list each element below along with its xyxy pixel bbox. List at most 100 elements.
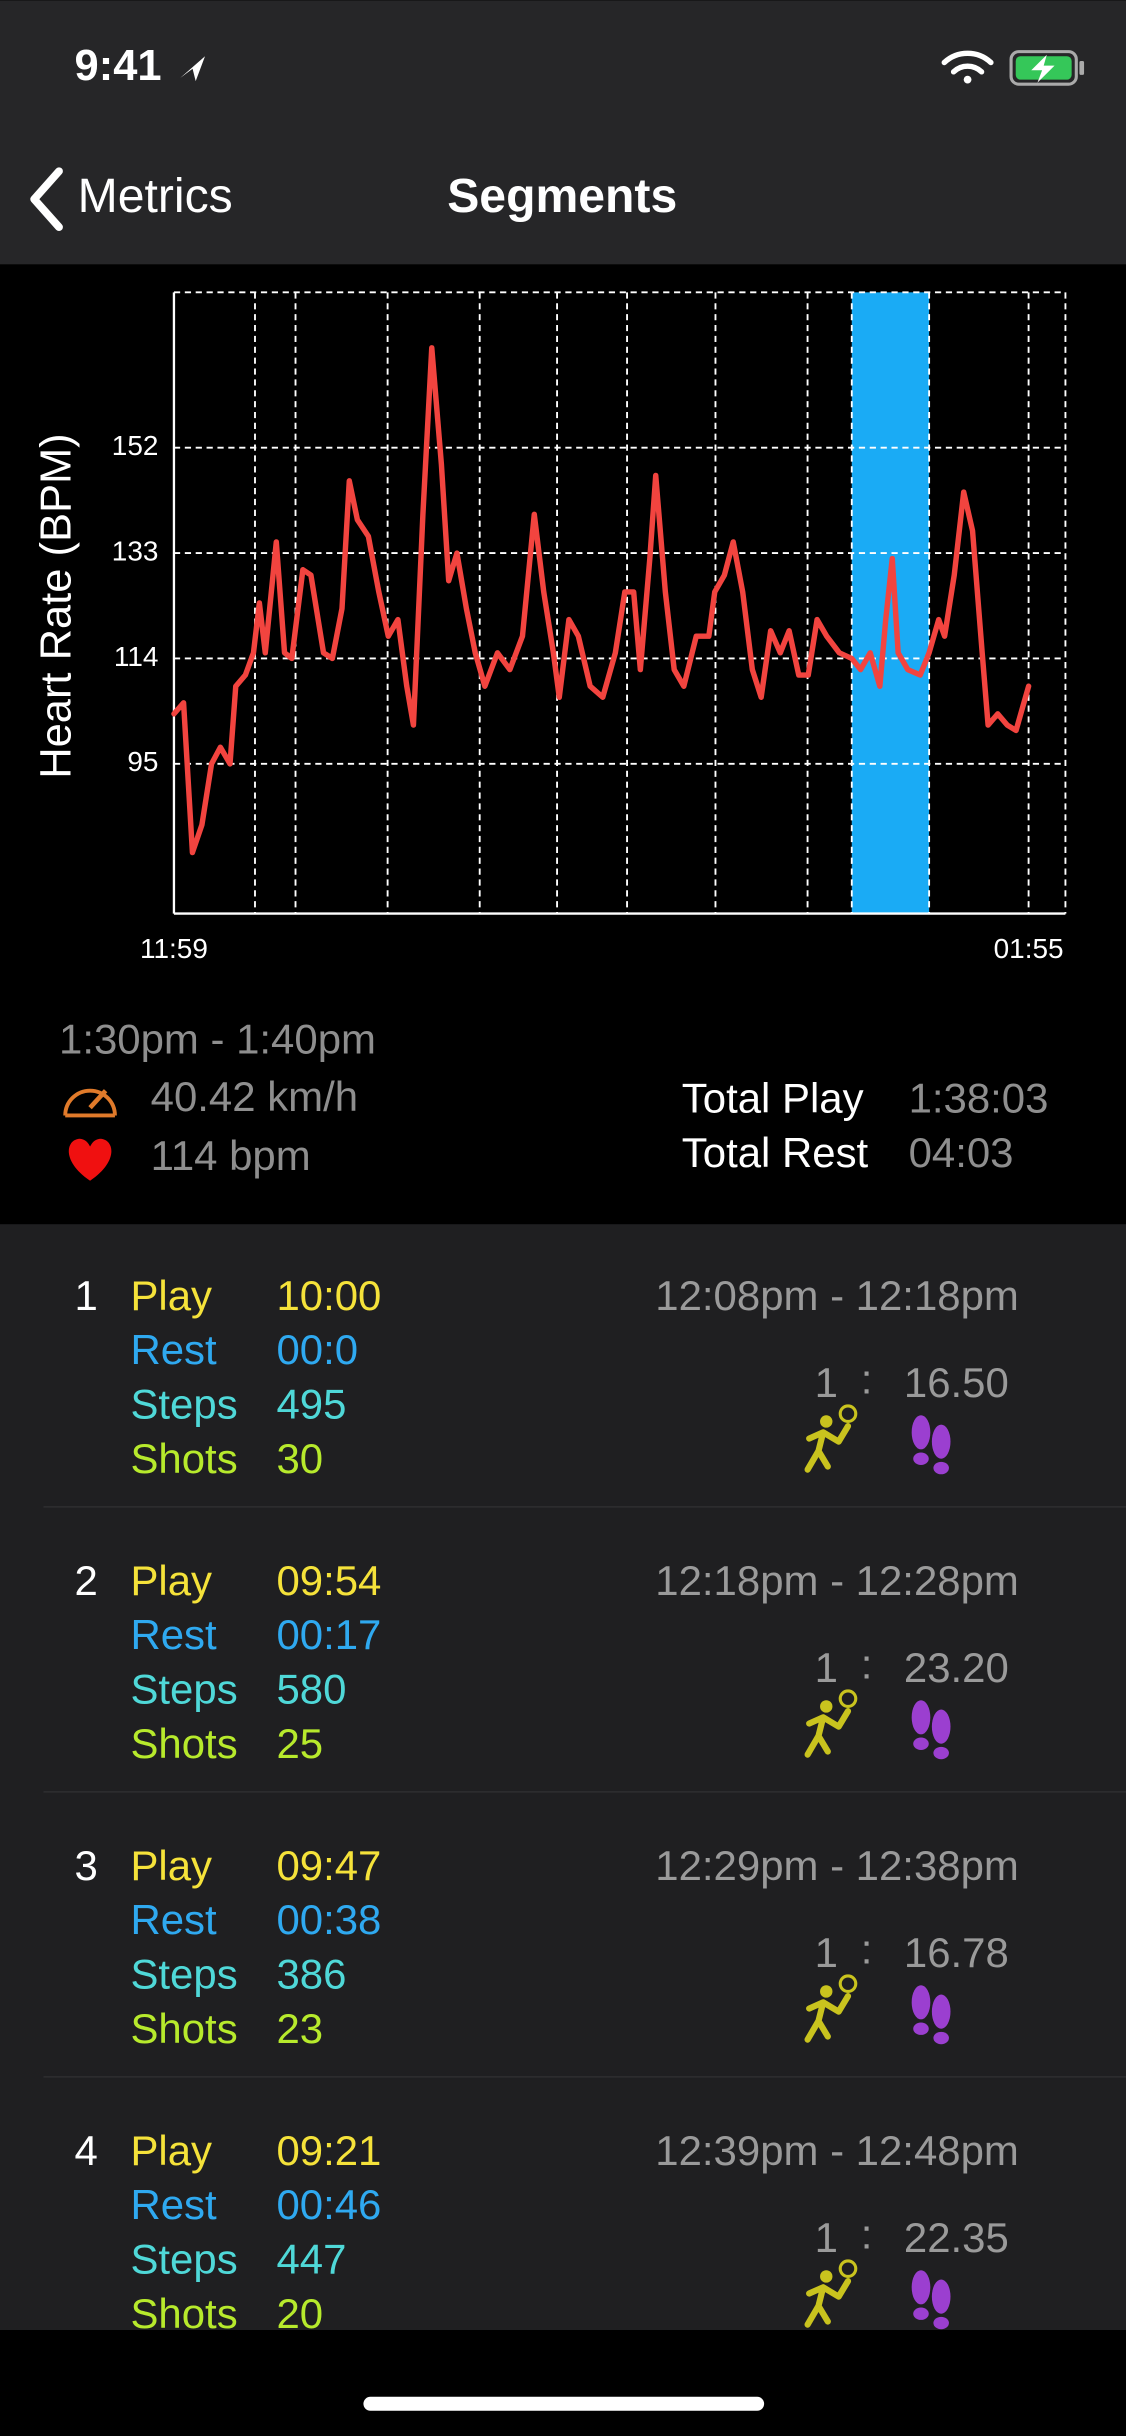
racket xyxy=(838,1689,858,1709)
segment-list xyxy=(0,1224,1126,2331)
steps-label: Steps xyxy=(130,1951,237,1998)
top-bar xyxy=(0,0,1126,265)
back-button[interactable]: Metrics xyxy=(78,169,233,223)
footprint xyxy=(933,2316,949,2330)
ratio-sep: : xyxy=(861,1641,873,1688)
home-indicator xyxy=(363,2396,765,2411)
ratio-sep: : xyxy=(861,1926,873,1973)
player-head xyxy=(820,2270,833,2283)
x-tick-label: 01:55 xyxy=(994,933,1064,964)
player-icon xyxy=(804,1423,852,1473)
summary-speed: 40.42 km/h xyxy=(151,1073,358,1120)
shots-label: Shots xyxy=(130,1720,237,1767)
shots-label: Shots xyxy=(130,2290,237,2337)
summary-range: 1:30pm - 1:40pm xyxy=(59,1016,376,1063)
segment-time: 12:39pm - 12:48pm xyxy=(655,2127,1019,2174)
rest-label: Rest xyxy=(130,1326,217,1373)
footprint xyxy=(913,1452,929,1465)
ratio-left: 1 xyxy=(815,1359,838,1406)
segment-index: 1 xyxy=(75,1272,98,1319)
steps-label: Steps xyxy=(130,1666,237,1713)
player-icon xyxy=(804,2277,852,2328)
segment-row[interactable]: 1 Play 10:00 Rest 00:0 Steps 495 Shots 30 12:08pm… xyxy=(43,1272,1126,1508)
ratio-sep: : xyxy=(861,1356,873,1403)
y-tick-label: 133 xyxy=(112,535,159,566)
player-icon xyxy=(804,1708,852,1758)
ratio-right: 22.35 xyxy=(904,2214,1009,2261)
ratio-left: 1 xyxy=(815,1929,838,1976)
segment-time: 12:18pm - 12:28pm xyxy=(655,1557,1019,1604)
summary-heart: 114 bpm xyxy=(151,1132,311,1179)
segment-row[interactable]: 2 Play 09:54 Rest 00:17 Steps 580 Shots 25 12:18p… xyxy=(43,1557,1126,1793)
shots-label: Shots xyxy=(130,1435,237,1482)
speed-icon xyxy=(63,1088,117,1118)
segment-time: 12:08pm - 12:18pm xyxy=(655,1272,1019,1319)
back-chevron[interactable] xyxy=(30,167,63,232)
player-head xyxy=(820,1415,833,1428)
segment-index: 3 xyxy=(75,1842,98,1889)
play-label: Play xyxy=(130,1842,212,1889)
segment-time: 12:29pm - 12:38pm xyxy=(655,1842,1019,1889)
ratio-sep: : xyxy=(861,2211,873,2258)
shots-value: 20 xyxy=(276,2290,323,2337)
total-rest: 04:03 xyxy=(909,1129,1014,1176)
y-tick-label: 95 xyxy=(127,746,158,777)
footprint xyxy=(911,1415,931,1450)
footprint xyxy=(931,1424,951,1459)
wifi-icon xyxy=(941,50,994,84)
rest-value: 00:17 xyxy=(276,1611,381,1658)
play-label: Play xyxy=(130,2127,212,2174)
total-rest-label: Total Rest xyxy=(682,1129,869,1176)
steps-value: 495 xyxy=(276,1381,346,1428)
segment-index: 4 xyxy=(75,2127,98,2174)
play-label: Play xyxy=(130,1557,212,1604)
footprint xyxy=(933,1746,949,1760)
play-value: 10:00 xyxy=(276,1272,381,1319)
ratio-left: 1 xyxy=(815,1644,838,1691)
total-play: 1:38:03 xyxy=(909,1075,1049,1122)
shots-value: 30 xyxy=(276,1435,323,1482)
racket xyxy=(838,2259,858,2278)
heart-icon xyxy=(68,1138,112,1181)
ratio-left: 1 xyxy=(815,2214,838,2261)
rest-label: Rest xyxy=(130,1896,217,1943)
steps-label: Steps xyxy=(130,2236,237,2283)
rest-value: 00:0 xyxy=(276,1326,358,1373)
play-value: 09:54 xyxy=(276,1557,381,1604)
rest-label: Rest xyxy=(130,1611,217,1658)
footprint xyxy=(911,2270,931,2305)
y-axis-label: Heart Rate (BPM) xyxy=(33,433,81,778)
rest-value: 00:46 xyxy=(276,2181,381,2228)
segments: 1 Play 10:00 Rest 00:0 Steps 495 Shots 30 12:08pm… xyxy=(43,1272,1126,2362)
status-time: 9:41 xyxy=(75,42,162,90)
x-tick-label: 11:59 xyxy=(140,933,208,964)
footprint xyxy=(933,1461,949,1475)
play-value: 09:21 xyxy=(276,2127,381,2174)
ratio-right: 23.20 xyxy=(904,1644,1009,1691)
rest-value: 00:38 xyxy=(276,1896,381,1943)
racket xyxy=(838,1974,858,1993)
ratio-right: 16.50 xyxy=(904,1359,1009,1406)
player-icon xyxy=(804,1992,852,2043)
y-tick-label: 152 xyxy=(112,430,159,461)
segment-row[interactable]: 3 Play 09:47 Rest 00:38 Steps 386 Shots 23 12:29p… xyxy=(43,1842,1126,2078)
play-label: Play xyxy=(130,1272,212,1319)
segment-row[interactable]: 4 Play 09:21 Rest 00:46 Steps 447 Shots 20 12:39p… xyxy=(43,2127,1126,2362)
location-icon xyxy=(180,56,206,82)
steps-label: Steps xyxy=(130,1381,237,1428)
segment-index: 2 xyxy=(75,1557,98,1604)
footprint xyxy=(913,2022,929,2035)
player-head xyxy=(820,1700,833,1713)
shots-label: Shots xyxy=(130,2005,237,2052)
steps-value: 447 xyxy=(276,2236,346,2283)
play-value: 09:47 xyxy=(276,1842,381,1889)
racket xyxy=(838,1404,858,1424)
highlight-band xyxy=(851,292,930,914)
total-play-label: Total Play xyxy=(682,1075,864,1122)
battery-icon xyxy=(1009,50,1085,86)
shots-value: 25 xyxy=(276,1720,323,1767)
y-tick-label: 114 xyxy=(114,641,159,672)
steps-value: 386 xyxy=(276,1951,346,1998)
footprint xyxy=(931,1994,951,2029)
